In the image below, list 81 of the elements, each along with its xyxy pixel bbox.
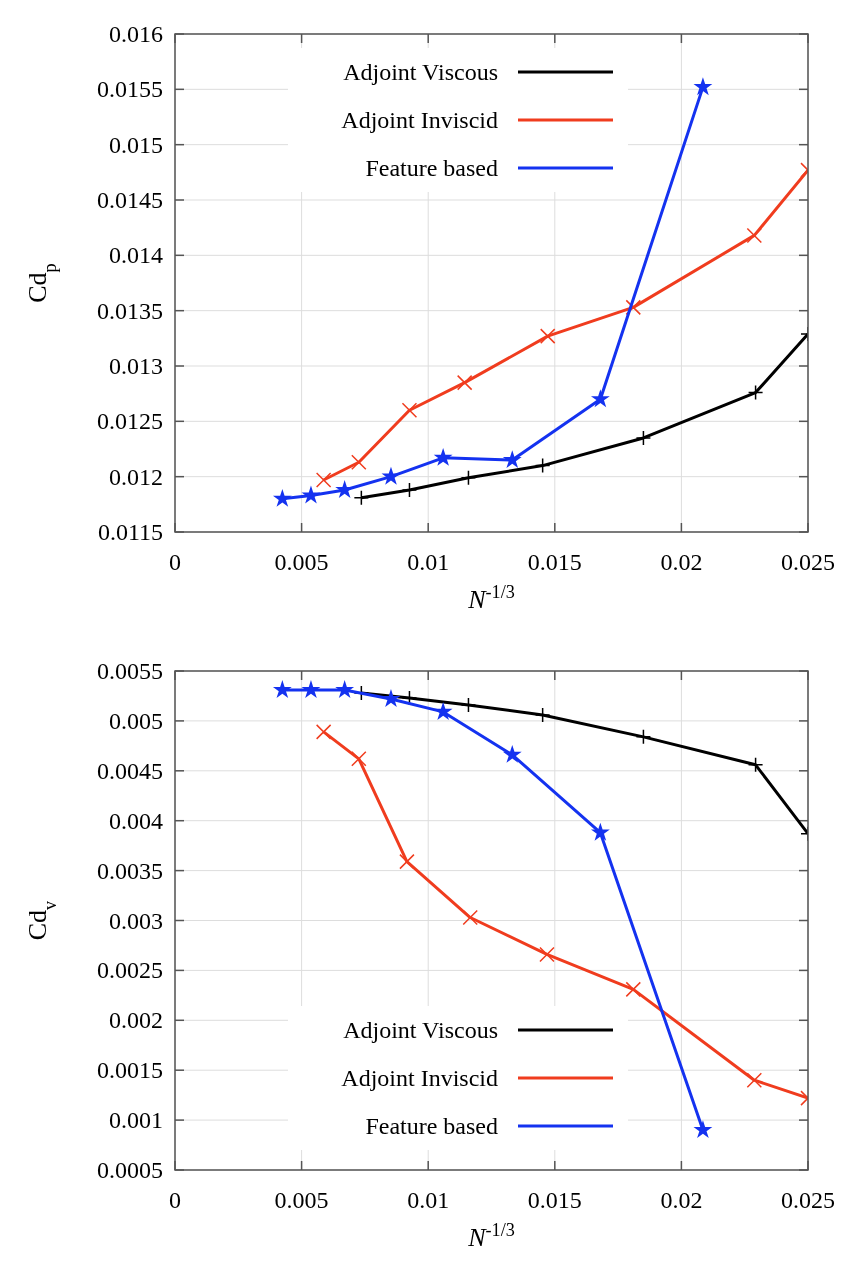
y-tick-label: 0.004 bbox=[109, 807, 163, 834]
x-tick-label: 0.005 bbox=[274, 1187, 329, 1213]
y-tick-label: 0.0015 bbox=[97, 1057, 163, 1084]
point bbox=[433, 447, 453, 466]
y-tick-label: 0.001 bbox=[109, 1107, 163, 1134]
y-tick-label: 0.0135 bbox=[97, 297, 163, 324]
point bbox=[590, 822, 610, 841]
x-tick-label: 0.02 bbox=[660, 1187, 703, 1213]
point bbox=[315, 472, 332, 488]
point bbox=[747, 384, 764, 401]
point bbox=[272, 680, 292, 698]
y-tick-label: 0.005 bbox=[109, 707, 163, 734]
legend-label: Adjoint Viscous bbox=[343, 59, 498, 85]
point bbox=[301, 485, 321, 504]
point bbox=[625, 299, 642, 316]
x-tick-label: 0.015 bbox=[527, 549, 582, 575]
x-tick-label: 0 bbox=[169, 549, 181, 575]
point bbox=[272, 488, 292, 507]
y-tick-label: 0.014 bbox=[109, 242, 163, 269]
y-tick-label: 0.0055 bbox=[97, 658, 163, 684]
y-tick-label: 0.0045 bbox=[97, 757, 163, 784]
y-tick-label: 0.0155 bbox=[97, 76, 163, 103]
point bbox=[401, 482, 418, 498]
y-tick-label: 0.0025 bbox=[97, 957, 163, 984]
y-tick-label: 0.0145 bbox=[97, 187, 163, 213]
y-tick-label: 0.012 bbox=[109, 463, 163, 490]
point bbox=[534, 457, 551, 474]
y-tick-label: 0.016 bbox=[109, 21, 163, 47]
point bbox=[590, 389, 610, 408]
point bbox=[460, 470, 477, 486]
y-tick-label: 0.0035 bbox=[97, 857, 163, 884]
point bbox=[315, 724, 332, 740]
x-tick-label: 0.015 bbox=[527, 1187, 582, 1213]
point bbox=[747, 757, 764, 773]
x-axis-title: N$^{-1/3}$ bbox=[467, 582, 515, 614]
x-tick-label: 0.025 bbox=[781, 1187, 835, 1213]
point bbox=[381, 466, 401, 485]
point bbox=[462, 909, 478, 926]
point bbox=[353, 685, 370, 701]
point bbox=[502, 450, 522, 469]
x-tick-label: 0.01 bbox=[407, 1187, 450, 1213]
legend-label: Adjoint Inviscid bbox=[341, 107, 498, 133]
point bbox=[335, 680, 355, 698]
x-tick-label: 0.02 bbox=[660, 549, 703, 575]
point bbox=[534, 707, 551, 723]
point bbox=[693, 77, 713, 96]
point bbox=[635, 430, 652, 446]
x-tick-label: 0.01 bbox=[407, 549, 450, 575]
legend-label: Adjoint Inviscid bbox=[341, 1065, 498, 1091]
legend-label: Adjoint Viscous bbox=[343, 1017, 498, 1043]
point bbox=[635, 729, 652, 745]
x-tick-label: 0.005 bbox=[274, 549, 329, 575]
point bbox=[351, 751, 367, 767]
point bbox=[399, 853, 415, 870]
point bbox=[401, 402, 418, 419]
point bbox=[433, 702, 453, 720]
point bbox=[625, 981, 642, 998]
point bbox=[456, 374, 473, 391]
point bbox=[353, 489, 370, 506]
y-tick-label: 0.003 bbox=[109, 907, 163, 934]
point bbox=[502, 744, 522, 763]
point bbox=[693, 1120, 713, 1139]
point bbox=[381, 689, 401, 707]
point bbox=[460, 697, 477, 713]
x-tick-label: 0.025 bbox=[781, 549, 835, 575]
y-tick-label: 0.0005 bbox=[97, 1157, 163, 1183]
y-tick-label: 0.0125 bbox=[97, 408, 163, 435]
point bbox=[539, 946, 555, 963]
point bbox=[351, 454, 367, 471]
point bbox=[301, 680, 321, 698]
x-tick-label: 0 bbox=[169, 1187, 181, 1213]
x-axis-title: N$^{-1/3}$ bbox=[467, 1220, 515, 1252]
y-tick-label: 0.015 bbox=[109, 131, 163, 158]
point bbox=[539, 328, 556, 344]
legend-label: Feature based bbox=[365, 1113, 498, 1139]
point bbox=[746, 1072, 763, 1088]
y-tick-label: 0.002 bbox=[109, 1007, 163, 1034]
y-tick-label: 0.0115 bbox=[97, 519, 163, 545]
legend-label: Feature based bbox=[365, 155, 498, 181]
point bbox=[746, 227, 763, 244]
y-tick-label: 0.013 bbox=[109, 353, 163, 379]
